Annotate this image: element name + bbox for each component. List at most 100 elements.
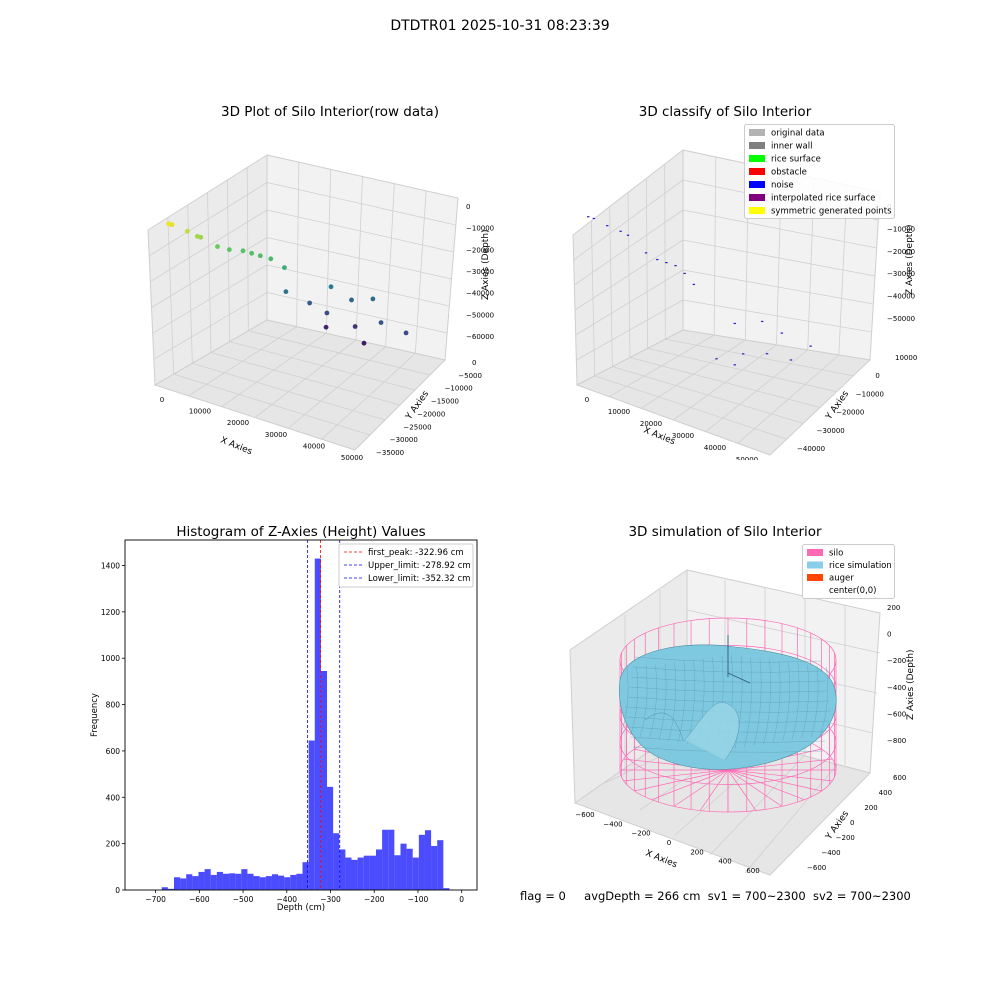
raw-x-tick: 20000 bbox=[227, 419, 249, 427]
classified-point bbox=[644, 252, 648, 254]
simulation-z-tick: −800 bbox=[887, 737, 906, 745]
histogram-bar bbox=[284, 877, 291, 890]
histogram-y-tick: 1200 bbox=[101, 608, 120, 617]
raw-data-point bbox=[184, 228, 190, 234]
raw-data-point bbox=[198, 234, 204, 240]
classify-z-tick: −10000 bbox=[887, 225, 915, 233]
histogram-bar bbox=[357, 857, 364, 890]
histogram-x-tick: −300 bbox=[320, 895, 341, 904]
histogram-ylabel: Frequency bbox=[90, 693, 100, 737]
classified-point bbox=[715, 358, 718, 360]
legend-swatch bbox=[749, 142, 765, 149]
histogram-bar bbox=[400, 843, 407, 890]
simulation-xlabel: X Axies bbox=[644, 849, 679, 871]
histogram-bar bbox=[229, 873, 236, 890]
histogram-bar bbox=[314, 558, 321, 890]
simulation-x-tick: −200 bbox=[631, 830, 650, 838]
histogram-legend-label: Upper_limit: -278.92 cm bbox=[368, 561, 471, 571]
simulation-y-tick: −400 bbox=[821, 849, 840, 857]
histogram-xlabel: Depth (cm) bbox=[277, 903, 325, 913]
histogram-bar bbox=[375, 849, 383, 890]
histogram-title: Histogram of Z-Axies (Height) Values bbox=[176, 524, 426, 540]
simulation-y-tick: −600 bbox=[807, 864, 826, 872]
raw-y-tick: 0 bbox=[472, 359, 476, 367]
histogram-y-tick: 1400 bbox=[101, 561, 120, 570]
raw-data-point bbox=[240, 248, 246, 254]
simulation-legend-swatch bbox=[807, 586, 823, 594]
raw-z-tick: −50000 bbox=[466, 311, 494, 319]
classified-point bbox=[587, 216, 590, 218]
classify-y-tick: −20000 bbox=[836, 409, 864, 417]
raw-x-tick: 30000 bbox=[265, 431, 287, 439]
simulation-z-tick: 200 bbox=[887, 604, 900, 612]
classified-point bbox=[760, 320, 764, 323]
histogram-bar bbox=[394, 855, 401, 890]
histogram-bar bbox=[406, 848, 413, 890]
legend-label: interpolated rice surface bbox=[771, 194, 876, 204]
raw-z-tick: −20000 bbox=[466, 246, 494, 254]
histogram-legend-label: first_peak: -322.96 cm bbox=[368, 548, 464, 558]
raw-y-tick: −35000 bbox=[376, 449, 404, 457]
classify-z-tick: −20000 bbox=[887, 248, 915, 256]
simulation-x-tick: −600 bbox=[575, 811, 594, 819]
histogram-bar bbox=[382, 829, 389, 890]
classified-point bbox=[656, 258, 659, 261]
raw-data-point bbox=[169, 222, 175, 228]
raw-data-point bbox=[352, 324, 358, 329]
histogram-legend: first_peak: -322.96 cm Upper_limit: -278.… bbox=[338, 543, 474, 588]
classified-point bbox=[626, 234, 630, 236]
raw-zlabel: Z Axies (Depth) bbox=[481, 229, 491, 300]
histogram-bar bbox=[161, 887, 168, 890]
histogram-bar bbox=[339, 849, 346, 890]
raw-xlabel: X Axies bbox=[219, 436, 254, 458]
simulation-z-tick: 0 bbox=[887, 631, 891, 639]
raw-y-tick: −10000 bbox=[445, 385, 473, 393]
raw-x-tick: 0 bbox=[160, 396, 164, 404]
legend-swatch bbox=[749, 168, 765, 175]
classify-y-tick: −10000 bbox=[856, 390, 884, 398]
histogram-bar bbox=[216, 871, 223, 890]
classified-point bbox=[733, 364, 736, 366]
histogram-x-tick: −200 bbox=[364, 895, 385, 904]
simulation-x-tick: 0 bbox=[667, 839, 671, 847]
classify-y-tick: 10000 bbox=[895, 354, 917, 362]
raw-y-tick: −5000 bbox=[458, 372, 482, 380]
raw-data-point bbox=[283, 289, 289, 295]
raw-x-tick: 50000 bbox=[341, 454, 363, 460]
histogram-bar bbox=[333, 833, 340, 890]
legend-label: symmetric generated points bbox=[771, 207, 892, 217]
raw-y-tick: −15000 bbox=[431, 398, 459, 406]
simulation-legend-swatch bbox=[807, 561, 823, 569]
raw-data-point bbox=[282, 265, 287, 270]
raw-data-point bbox=[215, 244, 220, 249]
legend-swatch bbox=[749, 129, 765, 136]
raw-x-tick: 40000 bbox=[303, 442, 325, 450]
simulation-y-tick: 400 bbox=[879, 789, 892, 797]
histogram-bar bbox=[327, 786, 334, 890]
histogram-bar bbox=[278, 875, 285, 890]
raw-data-point bbox=[378, 320, 384, 325]
classify-z-tick: −50000 bbox=[887, 315, 915, 323]
classify-y-tick: 0 bbox=[875, 372, 879, 380]
classify-x-tick: 40000 bbox=[704, 444, 726, 452]
classified-point bbox=[789, 359, 793, 361]
raw-data-point bbox=[370, 296, 376, 302]
rice-surface bbox=[618, 635, 837, 770]
simulation-legend-swatch bbox=[807, 574, 823, 581]
classified-point bbox=[619, 230, 622, 232]
histogram-bar bbox=[308, 740, 315, 890]
raw-3d-plot: 0 10000 20000 30000 40000 50000 0 −5000 −10000 −… bbox=[147, 154, 494, 460]
classified-point bbox=[780, 332, 784, 334]
classified-point bbox=[606, 225, 609, 227]
raw-data-point bbox=[226, 247, 232, 253]
histogram-bar bbox=[241, 869, 248, 890]
status-avg-depth: avgDepth = 266 cm bbox=[584, 889, 701, 903]
classify-z-tick: −40000 bbox=[887, 293, 915, 301]
status-line: flag = 0 avgDepth = 266 cm sv1 = 700~230… bbox=[520, 889, 911, 903]
histogram-x-tick: −400 bbox=[276, 895, 297, 904]
raw-z-tick: −40000 bbox=[466, 290, 494, 298]
legend-swatch bbox=[749, 207, 765, 214]
histogram-bar bbox=[198, 871, 205, 890]
histogram-chart: −700 −600 −500 −400 −300 −200 −100 0 0 200 400 600… bbox=[90, 539, 478, 913]
legend-swatch bbox=[749, 194, 765, 201]
